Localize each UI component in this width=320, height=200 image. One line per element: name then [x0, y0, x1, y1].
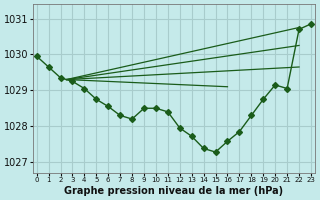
X-axis label: Graphe pression niveau de la mer (hPa): Graphe pression niveau de la mer (hPa): [64, 186, 284, 196]
